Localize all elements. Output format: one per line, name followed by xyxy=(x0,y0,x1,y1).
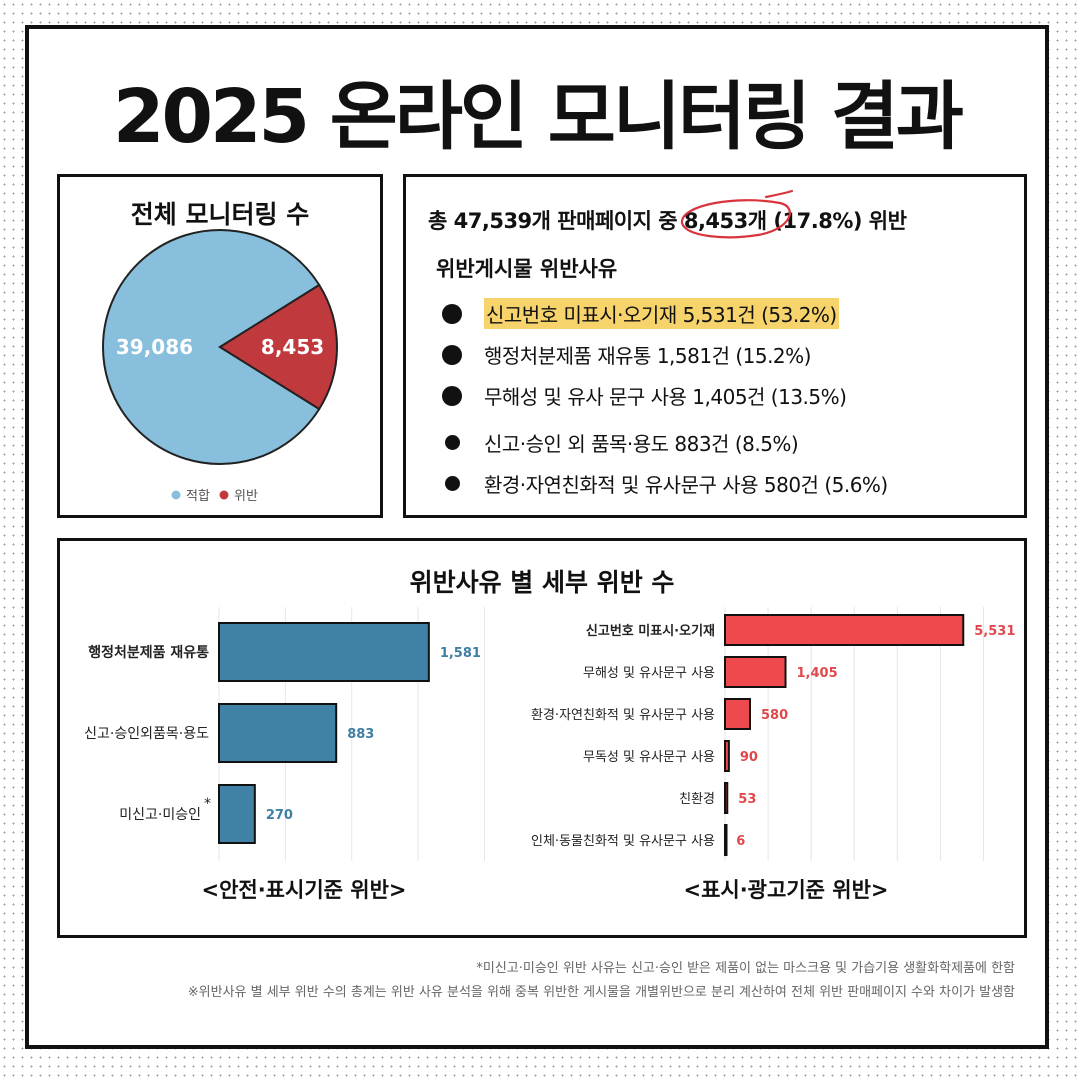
bar xyxy=(724,824,728,856)
bar xyxy=(724,614,965,646)
bar-value-label: 90 xyxy=(740,750,758,765)
bullet-icon xyxy=(442,303,462,324)
reason-item: 신고·승인 외 품목·용도 883건 (8.5%) xyxy=(442,422,888,463)
footnote-unlicensed: *미신고·미승인 위반 사유는 신고·승인 받은 제품이 없는 마스크용 및 가… xyxy=(476,961,1015,976)
reason-list: 신고번호 미표시·오기재 5,531건 (53.2%) 행정처분제품 재유통 1,… xyxy=(442,293,888,504)
category-label: 미신고·미승인 xyxy=(119,807,201,823)
bar-value-label: 6 xyxy=(736,834,745,849)
category-label: 신고번호 미표시·오기재 xyxy=(586,623,715,639)
bar-value-label: 53 xyxy=(738,792,756,807)
footnote-duplicate-count: ※위반사유 별 세부 위반 수의 총계는 위반 사유 분석을 위해 중복 위반한… xyxy=(187,985,1015,1000)
violation-summary-panel: 총 47,539개 판매페이지 중 8,453개 (17.8%) 위반 위반게시… xyxy=(403,174,1027,518)
page-title: 2025 온라인 모니터링 결과 xyxy=(113,74,964,160)
pie-value-label: 39,086 xyxy=(116,335,193,359)
axis-title: <안전·표시기준 위반> xyxy=(201,878,406,902)
summary-prefix: 총 47,539개 판매페이지 중 xyxy=(428,209,684,233)
reason-text: 신고·승인 외 품목·용도 883건 (8.5%) xyxy=(484,432,799,456)
category-label: 무해성 및 유사문구 사용 xyxy=(583,666,715,681)
bar-value-label: 270 xyxy=(266,808,293,823)
bullet-icon xyxy=(445,435,460,450)
total-monitoring-panel: 전체 모니터링 수 39,086 8,453 적합 위반 xyxy=(57,174,383,518)
reason-item: 환경·자연친화적 및 유사문구 사용 580건 (5.6%) xyxy=(442,463,888,504)
legend-swatch xyxy=(219,490,229,500)
bar xyxy=(218,703,338,763)
axis-title: <표시·광고기준 위반> xyxy=(683,878,888,902)
bar-charts-title: 위반사유 별 세부 위반 수 xyxy=(409,568,675,597)
pie-chart: 39,086 8,453 적합 위반 xyxy=(102,229,338,504)
bar-charts: 1,581 행정처분제품 재유통 883 신고·승인외품목·용도 270 미신고·미승인*… xyxy=(84,607,1015,902)
circled-violation-count: 8,453개 xyxy=(680,189,793,239)
bar-value-label: 1,581 xyxy=(440,646,481,661)
bar-value-label: 1,405 xyxy=(797,666,838,681)
category-label: 신고·승인외품목·용도 xyxy=(84,726,209,742)
bar xyxy=(724,782,729,814)
reasons-subtitle: 위반게시물 위반사유 xyxy=(436,257,618,281)
bullet-icon xyxy=(442,344,462,365)
legend-label: 위반 xyxy=(234,489,258,504)
bar xyxy=(218,622,430,682)
reason-item: 무해성 및 유사 문구 사용 1,405건 (13.5%) xyxy=(442,375,888,416)
category-label: 인체·동물친화적 및 유사문구 사용 xyxy=(531,834,715,849)
reason-item: 신고번호 미표시·오기재 5,531건 (53.2%) xyxy=(442,293,888,334)
detail-violations-panel: 위반사유 별 세부 위반 수 1,581 행정처분제품 재유통 883 신고·승인외품… xyxy=(57,538,1027,938)
category-label: 무독성 및 유사문구 사용 xyxy=(583,750,715,765)
bar xyxy=(724,698,751,730)
reason-text: 환경·자연친화적 및 유사문구 사용 580건 (5.6%) xyxy=(484,473,888,497)
infographic-frame: 2025 온라인 모니터링 결과 전체 모니터링 수 39,086 8,453 적합… xyxy=(25,25,1049,1049)
reason-item: 행정처분제품 재유통 1,581건 (15.2%) xyxy=(442,334,888,375)
reason-text: 무해성 및 유사 문구 사용 1,405건 (13.5%) xyxy=(484,385,847,409)
bar-value-label: 580 xyxy=(761,708,788,723)
bullet-icon xyxy=(445,476,460,491)
bar xyxy=(218,784,256,844)
legend-label: 적합 xyxy=(186,489,210,504)
hand-drawn-circle-icon xyxy=(680,189,793,239)
bar xyxy=(724,656,787,688)
category-label: 친환경 xyxy=(679,792,715,807)
category-label: 행정처분제품 재유통 xyxy=(88,644,209,661)
pie-chart-title: 전체 모니터링 수 xyxy=(130,200,310,229)
bar-value-label: 5,531 xyxy=(974,624,1015,639)
reason-text: 신고번호 미표시·오기재 5,531건 (53.2%) xyxy=(484,298,839,329)
category-label: 환경·자연친화적 및 유사문구 사용 xyxy=(531,708,715,723)
summary-suffix: (17.8%) 위반 xyxy=(766,209,907,233)
pie-slice-1 xyxy=(218,283,338,411)
legend-swatch xyxy=(171,490,181,500)
bullet-icon xyxy=(442,385,462,406)
reason-text: 행정처분제품 재유통 1,581건 (15.2%) xyxy=(484,344,811,368)
pie-slice-0 xyxy=(102,229,321,465)
footnote-mark: * xyxy=(204,796,211,812)
summary-headline: 총 47,539개 판매페이지 중 8,453개 (17.8%) 위반 xyxy=(428,189,907,239)
bar xyxy=(724,740,730,772)
bar-value-label: 883 xyxy=(347,727,374,742)
pie-value-label: 8,453 xyxy=(261,335,324,359)
